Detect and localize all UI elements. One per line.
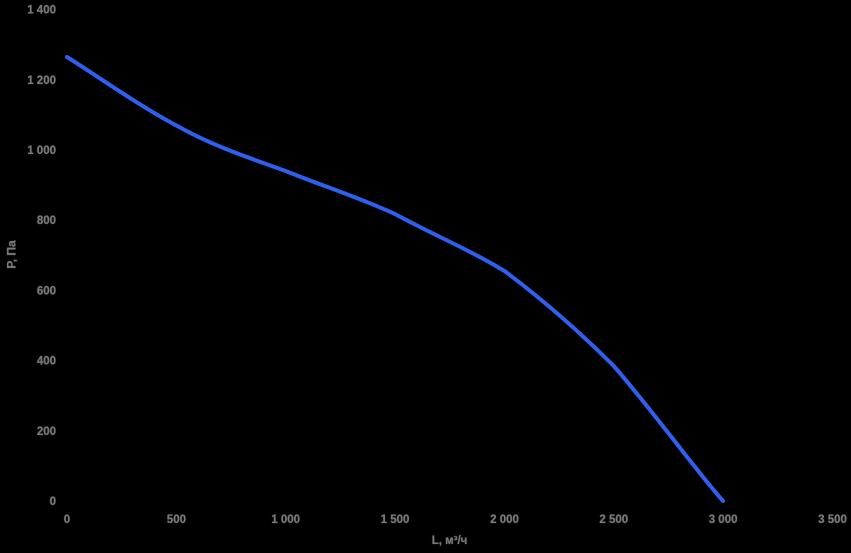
svg-text:1 500: 1 500 — [381, 514, 410, 526]
svg-text:Р, Па: Р, Па — [5, 240, 19, 269]
svg-text:2 000: 2 000 — [490, 514, 519, 526]
svg-text:2 500: 2 500 — [599, 514, 628, 526]
svg-text:0: 0 — [50, 496, 56, 508]
svg-text:0: 0 — [64, 514, 70, 526]
svg-text:500: 500 — [167, 514, 186, 526]
svg-text:L, м³/ч: L, м³/ч — [432, 535, 468, 547]
svg-text:800: 800 — [37, 215, 56, 227]
svg-text:1 200: 1 200 — [27, 75, 56, 87]
svg-text:1 400: 1 400 — [27, 5, 56, 17]
svg-text:200: 200 — [37, 426, 56, 438]
svg-text:400: 400 — [37, 356, 56, 368]
svg-text:1 000: 1 000 — [27, 145, 56, 157]
svg-text:600: 600 — [37, 285, 56, 297]
svg-text:1 000: 1 000 — [271, 514, 300, 526]
svg-text:3 500: 3 500 — [818, 514, 847, 526]
svg-text:3 000: 3 000 — [709, 514, 738, 526]
